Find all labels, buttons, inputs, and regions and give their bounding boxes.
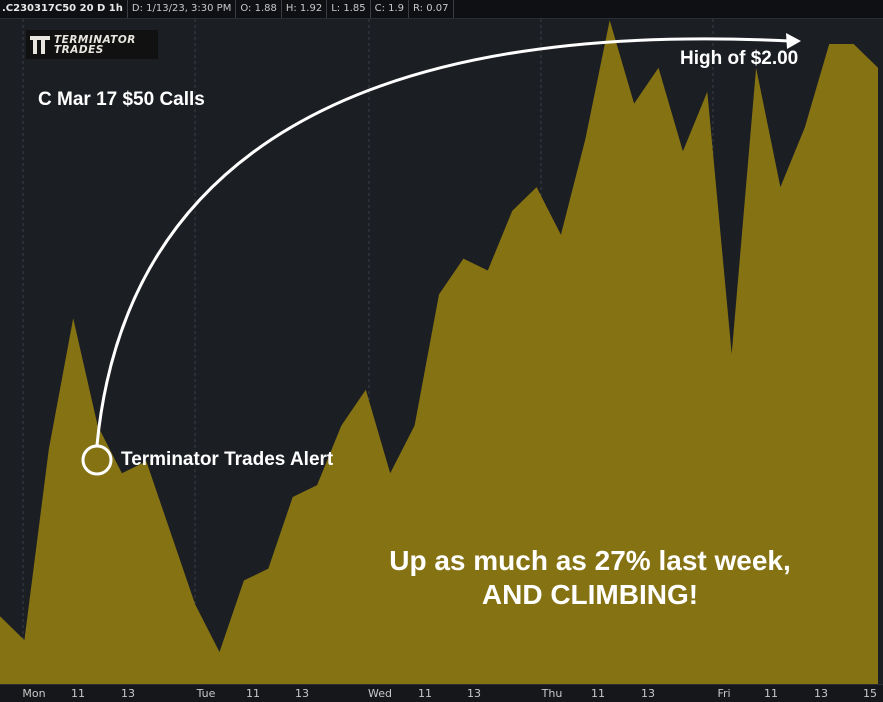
symbol-label: .C230317C50 20 D 1h (0, 0, 128, 18)
chart-title: C Mar 17 $50 Calls (38, 89, 205, 110)
x-tick-label: 13 (121, 687, 135, 700)
x-tick-label: 11 (591, 687, 605, 700)
price-area (0, 20, 878, 684)
x-tick-label: 11 (71, 687, 85, 700)
x-tick-label: 13 (814, 687, 828, 700)
high-label: High of $2.00 (680, 48, 799, 69)
open-readout: O: 1.88 (236, 0, 282, 18)
headline: Up as much as 27% last week, AND CLIMBIN… (355, 544, 825, 612)
headline-line-1: Up as much as 27% last week, (389, 545, 791, 576)
x-tick-label: Wed (368, 687, 392, 700)
headline-line-2: AND CLIMBING! (481, 579, 699, 610)
x-tick-label: Tue (196, 687, 216, 700)
high-arrow (95, 37, 791, 446)
close-readout: C: 1.9 (371, 0, 410, 18)
x-tick-label: 11 (418, 687, 432, 700)
high-readout: H: 1.92 (282, 0, 328, 18)
x-tick-label: 13 (641, 687, 655, 700)
logo-mark-icon (30, 35, 50, 54)
symbol-info-bar: .C230317C50 20 D 1h D: 1/13/23, 3:30 PM … (0, 0, 883, 19)
x-tick-label: Mon (22, 687, 46, 700)
x-tick-label: 13 (295, 687, 309, 700)
arrow-head (786, 33, 801, 49)
low-readout: L: 1.85 (327, 0, 371, 18)
x-tick-label: 15 (863, 687, 877, 700)
logo-text: TERMINATOR TRADES (54, 33, 136, 56)
x-tick-label: Fri (717, 687, 731, 700)
x-tick-label: 11 (246, 687, 260, 700)
x-axis: Mon 11 13 Tue 11 13 Wed 11 13 Thu 11 13 Fri 11 13 15 (0, 684, 883, 702)
x-tick-label: 13 (467, 687, 481, 700)
x-tick-label: Thu (541, 687, 563, 700)
logo-line-1: TERMINATOR (54, 33, 136, 46)
terminator-trades-logo: TERMINATOR TRADES (26, 30, 158, 59)
logo-line-2: TRADES (54, 43, 104, 56)
alert-label: Terminator Trades Alert (121, 449, 334, 470)
x-tick-label: 11 (764, 687, 778, 700)
range-readout: R: 0.07 (409, 0, 454, 18)
date-readout: D: 1/13/23, 3:30 PM (128, 0, 237, 18)
alert-marker (81, 444, 113, 476)
